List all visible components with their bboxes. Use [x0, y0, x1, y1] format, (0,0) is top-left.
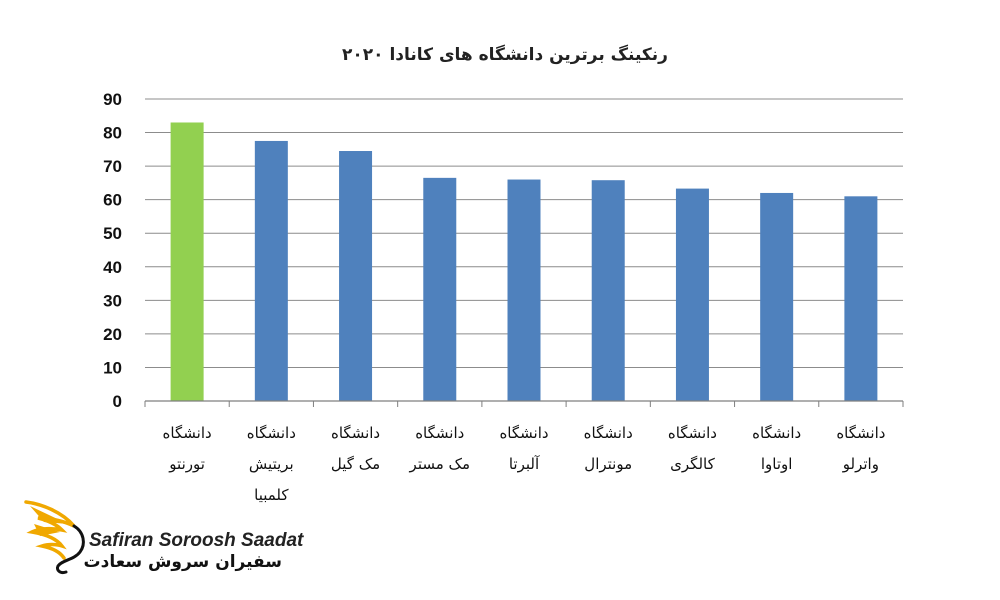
y-tick-label: 20	[103, 325, 122, 344]
y-tick-label: 70	[103, 157, 122, 176]
x-tick-label: دانشگاه	[247, 424, 296, 442]
bar	[254, 140, 288, 401]
x-tick-label: کلمبیا	[254, 486, 289, 504]
bar	[423, 177, 457, 401]
x-tick-label: تورنتو	[168, 455, 205, 473]
wing-logo-icon	[24, 500, 85, 574]
bars	[170, 122, 878, 401]
bar	[170, 122, 204, 401]
x-tick-label: اوتاوا	[761, 455, 793, 473]
x-tick-label: مک گیل	[331, 455, 380, 473]
x-tick-label: دانشگاه	[499, 424, 548, 442]
bar	[339, 151, 373, 401]
y-tick-label: 30	[103, 291, 122, 310]
y-tick-label: 60	[103, 191, 122, 210]
x-axis-labels: دانشگاه تورنتو دانشگاه بریتیش کلمبیا دانشگاه م…	[144, 401, 904, 504]
y-tick-label: 40	[103, 258, 122, 277]
x-tick-label: دانشگاه	[668, 424, 717, 442]
x-tick-label: کالگری	[670, 455, 715, 473]
bar	[844, 196, 878, 401]
y-axis-ticks: 0 10 20 30 40 50 60 70 80 90	[103, 90, 122, 411]
bar	[760, 192, 794, 401]
chart-title: رنکینگ برترین دانشگاه های کانادا ۲۰۲۰	[342, 44, 668, 65]
x-tick-label: آلبرتا	[509, 455, 540, 473]
logo: Safiran Soroosh Saadat سفیران سروش سعادت	[22, 496, 303, 576]
x-tick-label: مونترال	[584, 455, 632, 473]
x-tick-label: بریتیش	[249, 455, 294, 473]
x-tick-label: دانشگاه	[163, 424, 212, 442]
y-tick-label: 90	[103, 90, 122, 109]
x-tick-label: دانشگاه	[752, 424, 801, 442]
x-tick-label: دانشگاه	[836, 424, 885, 442]
x-tick-label: دانشگاه	[415, 424, 464, 442]
y-tick-label: 80	[103, 124, 122, 143]
x-tick-label: دانشگاه	[584, 424, 633, 442]
y-tick-label: 10	[103, 358, 122, 377]
x-tick-label: مک مستر	[409, 455, 470, 473]
x-tick-label: دانشگاه	[331, 424, 380, 442]
y-tick-label: 0	[113, 392, 122, 411]
bar	[507, 179, 541, 401]
x-tick-label: واترلو	[842, 455, 879, 473]
logo-persian-text: سفیران سروش سعادت	[83, 552, 282, 572]
logo-english-text: Safiran Soroosh Saadat	[89, 530, 304, 551]
bar	[675, 188, 709, 401]
bar	[591, 180, 625, 401]
y-tick-label: 50	[103, 224, 122, 243]
